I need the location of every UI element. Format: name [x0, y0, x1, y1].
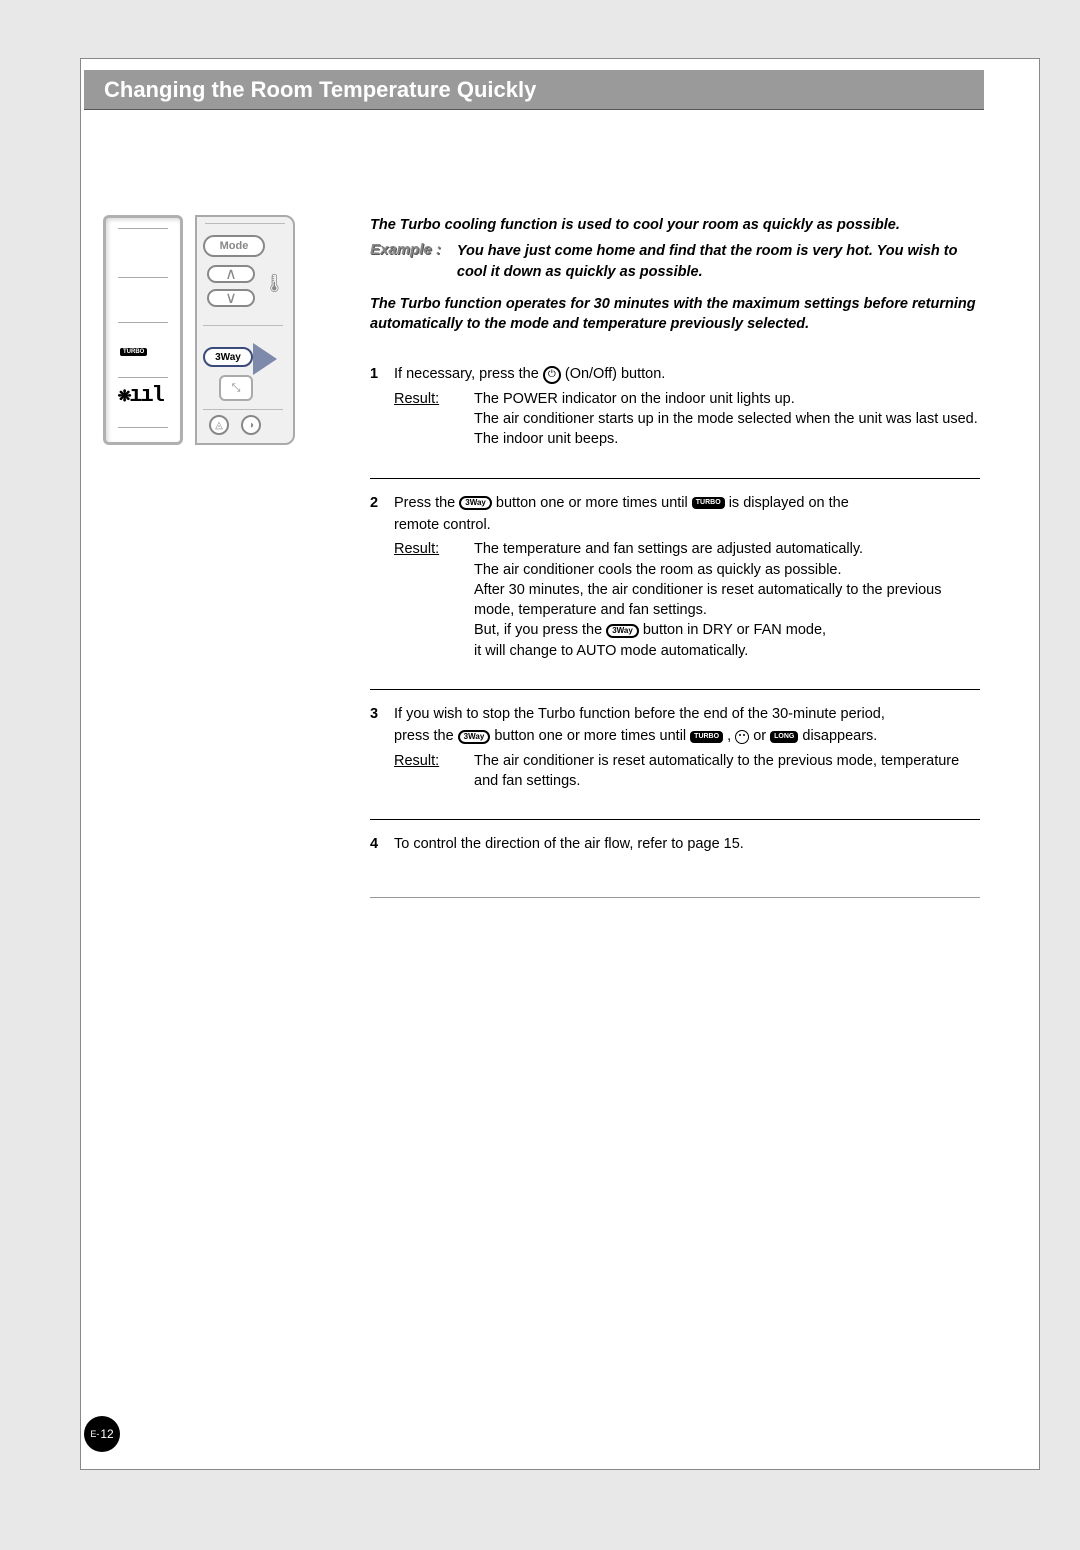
step3-l2d: or [753, 728, 770, 744]
temp-up-button: ∧ [207, 265, 255, 283]
example-text: You have just come home and find that th… [457, 241, 980, 282]
turbo-pill-icon: TURBO [692, 497, 725, 509]
three-way-pill-icon: 3Way [458, 730, 491, 744]
divider-light [370, 897, 980, 898]
divider [370, 819, 980, 820]
page-number-badge: E- 12 [84, 1416, 120, 1452]
step3-r1: The air conditioner is reset automatical… [474, 751, 980, 792]
temp-down-button: ∨ [207, 289, 255, 307]
step2-r4a: But, if you press the [474, 622, 606, 638]
page-title: Changing the Room Temperature Quickly [104, 77, 536, 103]
step2-r5: it will change to AUTO mode automaticall… [474, 641, 980, 661]
step1-text-pre: If necessary, press the [394, 366, 543, 382]
intro-line-1: The Turbo cooling function is used to co… [370, 215, 980, 235]
step3-l1: If you wish to stop the Turbo function b… [394, 704, 980, 724]
step1-result-c: The indoor unit beeps. [474, 429, 980, 449]
divider [370, 478, 980, 479]
turbo-pill-icon: TURBO [690, 731, 723, 743]
divider [370, 689, 980, 690]
lcd-signal-icon: ❋ııl [118, 382, 163, 408]
step2-r3: After 30 minutes, the air conditioner is… [474, 580, 980, 621]
step-3: 3 If you wish to stop the Turbo function… [370, 704, 980, 791]
result-label: Result: [394, 751, 474, 792]
step-number: 1 [370, 364, 394, 449]
step3-l2a: press the [394, 728, 458, 744]
manual-page: Changing the Room Temperature Quickly TU… [0, 20, 1080, 1530]
remote-lcd: TURBO ❋ııl [103, 215, 183, 445]
mode-button: Mode [203, 235, 265, 257]
step-number: 2 [370, 493, 394, 661]
callout-arrow-icon [253, 343, 277, 375]
face-icon [735, 730, 749, 744]
timer-button-icon: ◬ [209, 415, 229, 435]
step-2: 2 Press the 3Way button one or more time… [370, 493, 980, 661]
three-way-button: 3Way [203, 347, 253, 367]
step2-l1c: is displayed on the [729, 495, 849, 511]
step1-result-b: The air conditioner starts up in the mod… [474, 409, 980, 429]
step3-l2c: , [727, 728, 735, 744]
intro-line-2: The Turbo function operates for 30 minut… [370, 294, 980, 335]
result-label: Result: [394, 389, 474, 450]
lcd-turbo-indicator: TURBO [120, 348, 147, 356]
example-label: Example : [370, 241, 441, 282]
step3-l2e: disappears. [802, 728, 877, 744]
step2-l1a: Press the [394, 495, 459, 511]
step-1: 1 If necessary, press the ⏻ (On/Off) but… [370, 364, 980, 449]
three-way-pill-icon: 3Way [459, 496, 492, 510]
page-prefix: E- [90, 1429, 99, 1439]
step2-r2: The air conditioner cools the room as qu… [474, 560, 980, 580]
power-icon: ⏻ [543, 366, 561, 384]
result-label: Result: [394, 539, 474, 661]
step2-r1: The temperature and fan settings are adj… [474, 539, 980, 559]
step-4: 4 To control the direction of the air fl… [370, 834, 980, 856]
step2-l2: remote control. [394, 515, 980, 535]
step-number: 4 [370, 834, 394, 856]
step3-l2b: button one or more times until [494, 728, 690, 744]
step-number: 3 [370, 704, 394, 791]
timer2-button-icon: ◑ [241, 415, 261, 435]
page-number: 12 [100, 1427, 113, 1441]
step2-l1b: button one or more times until [496, 495, 692, 511]
instruction-column: The Turbo cooling function is used to co… [370, 215, 980, 898]
thermometer-icon: 🌡 [263, 273, 286, 294]
long-pill-icon: LONG [770, 731, 798, 743]
swing-button: ⤡ [219, 375, 253, 401]
step2-r4b: button in DRY or FAN mode, [643, 622, 826, 638]
title-bar: Changing the Room Temperature Quickly [84, 70, 984, 110]
step4-text: To control the direction of the air flow… [394, 834, 980, 854]
step1-result-a: The POWER indicator on the indoor unit l… [474, 389, 980, 409]
three-way-pill-icon: 3Way [606, 624, 639, 638]
step1-text-post: (On/Off) button. [565, 366, 665, 382]
remote-illustration: TURBO ❋ııl Mode ∧ ∨ 🌡 3Way ⤡ ◬ ◑ [95, 215, 300, 455]
